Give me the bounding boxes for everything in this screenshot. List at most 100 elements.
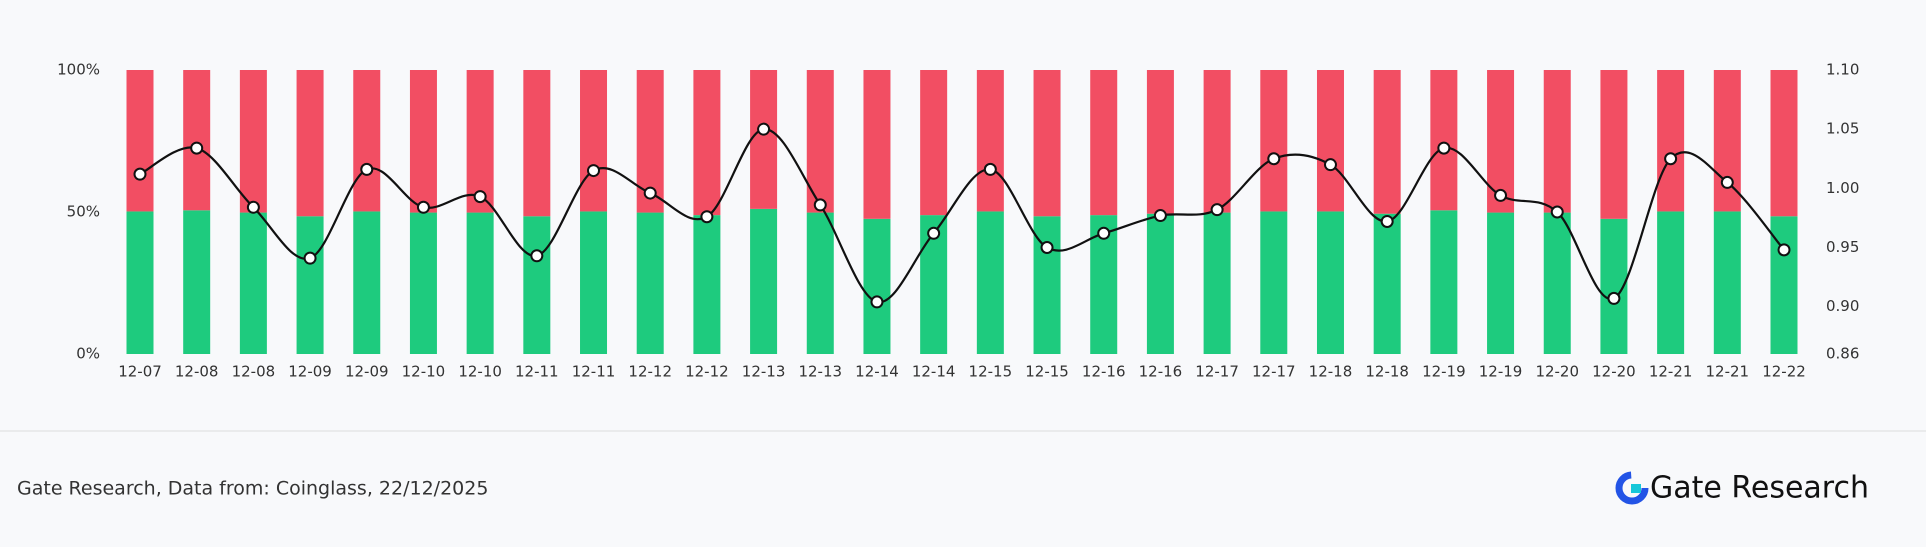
bar-segment	[750, 70, 778, 209]
bar-segment	[1260, 211, 1288, 354]
bar-segment	[580, 211, 608, 354]
logo-icon	[1615, 471, 1649, 505]
ratio-point	[1210, 203, 1224, 217]
ratio-point	[927, 226, 941, 240]
bar-segment	[1543, 212, 1571, 354]
bar-segment	[1657, 211, 1685, 354]
bar-segment	[1146, 70, 1174, 214]
x-tick-label: 12-09	[288, 363, 332, 381]
bar-segment	[239, 70, 267, 213]
bar-segment	[693, 215, 721, 354]
x-tick-label: 12-16	[1139, 363, 1183, 381]
y2-tick-label: 0.86	[1826, 345, 1859, 363]
x-tick-label: 12-14	[912, 363, 956, 381]
bar-segment	[693, 70, 721, 216]
x-tick-label: 12-19	[1479, 363, 1523, 381]
x-tick-label: 12-16	[1082, 363, 1126, 381]
x-tick-label: 12-15	[1025, 363, 1069, 381]
bar-segment	[1090, 70, 1118, 216]
ratio-point	[870, 295, 884, 309]
logo-text: Gate Research	[1650, 471, 1869, 506]
ratio-point	[1040, 241, 1054, 254]
bar-segment	[636, 212, 664, 354]
ratio-point	[360, 162, 374, 176]
ratio-point	[1437, 141, 1451, 155]
bar-segment	[126, 211, 154, 354]
ratio-point	[1097, 226, 1111, 240]
ratio-point	[1380, 214, 1394, 228]
bar-segment	[976, 70, 1004, 212]
ratio-point	[1267, 152, 1281, 166]
bar-segment	[409, 212, 437, 354]
x-tick-label: 12-14	[855, 363, 899, 381]
bar-segment	[1713, 211, 1741, 354]
y2-tick-label: 1.05	[1826, 120, 1859, 138]
ratio-point	[133, 167, 147, 181]
bar-segment	[863, 218, 891, 354]
y-tick-label: 100%	[57, 61, 100, 79]
ratio-point	[1550, 205, 1564, 219]
x-tick-label: 12-13	[742, 363, 786, 381]
x-tick-label: 12-11	[572, 363, 616, 381]
ratio-point	[246, 200, 260, 214]
x-tick-label: 12-11	[515, 363, 559, 381]
x-tick-label: 12-08	[175, 363, 219, 381]
bar-segment	[1430, 210, 1458, 354]
ratio-line	[139, 128, 1785, 304]
bar-segment	[353, 211, 381, 354]
y-tick-label: 0%	[76, 345, 100, 363]
bar-segment	[1260, 70, 1288, 212]
bar-segment	[1543, 70, 1571, 213]
ratio-point	[643, 186, 657, 200]
x-tick-label: 12-21	[1706, 363, 1750, 381]
x-tick-label: 12-10	[458, 363, 502, 381]
bar-segment	[750, 208, 778, 354]
bar-segment	[806, 212, 834, 354]
bar-segment	[1373, 70, 1401, 214]
bar-segment	[523, 70, 551, 217]
bar-segment	[1430, 70, 1458, 211]
bar-segment	[523, 216, 551, 354]
ratio-point	[1153, 209, 1167, 223]
x-tick-label: 12-18	[1309, 363, 1353, 381]
x-tick-label: 12-12	[685, 363, 729, 381]
ratio-point	[1494, 188, 1508, 202]
ratio-point	[530, 249, 544, 263]
bar-segment	[920, 70, 948, 216]
ratio-point	[1607, 291, 1621, 305]
x-tick-label: 12-19	[1422, 363, 1466, 381]
y2-tick-label: 0.90	[1826, 297, 1859, 315]
x-tick-label: 12-20	[1535, 363, 1579, 381]
bar-segment	[1373, 213, 1401, 354]
ratio-point	[1323, 158, 1337, 172]
bar-segment	[353, 70, 381, 212]
ratio-point	[416, 200, 430, 214]
x-tick-label: 12-13	[798, 363, 842, 381]
y2-tick-label: 1.00	[1826, 179, 1859, 197]
bar-segment	[1770, 70, 1798, 217]
ratio-point	[1720, 175, 1734, 189]
logo-icon-square	[1631, 484, 1641, 493]
ratio-point	[757, 122, 771, 136]
ratio-point	[1664, 152, 1678, 166]
x-tick-label: 12-22	[1762, 363, 1806, 381]
x-tick-label: 12-12	[628, 363, 672, 381]
x-tick-label: 12-17	[1195, 363, 1239, 381]
bar-segment	[126, 70, 154, 212]
y2-tick-label: 0.95	[1826, 238, 1859, 256]
bar-segment	[296, 216, 324, 354]
x-tick-label: 12-15	[969, 363, 1013, 381]
bar-segment	[580, 70, 608, 212]
bar-segment	[183, 210, 211, 354]
bar-segment	[1316, 70, 1344, 212]
ratio-point	[190, 141, 204, 155]
y-tick-label: 50%	[67, 203, 100, 221]
bar-segment	[1203, 212, 1231, 354]
bar-segment	[1033, 70, 1061, 217]
bar-segment	[183, 70, 211, 211]
x-tick-label: 12-21	[1649, 363, 1693, 381]
y2-tick-label: 1.10	[1826, 61, 1859, 79]
bar-segment	[1146, 213, 1174, 354]
x-tick-label: 12-20	[1592, 363, 1636, 381]
